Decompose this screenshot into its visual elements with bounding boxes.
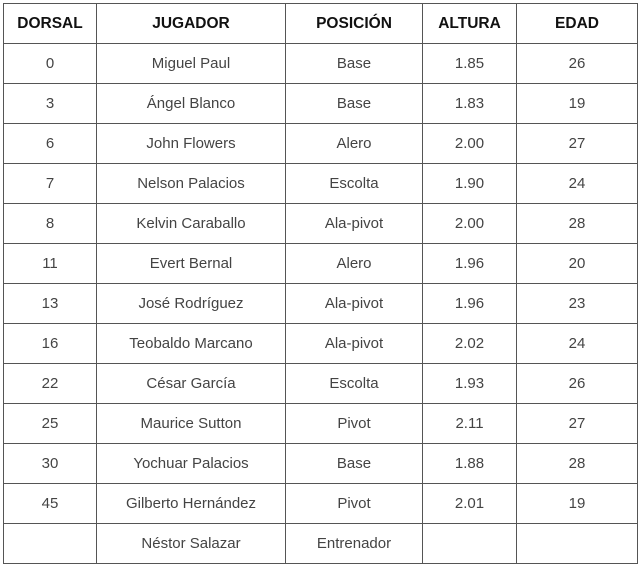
cell-jugador: Maurice Sutton	[96, 403, 286, 444]
cell-edad: 19	[516, 483, 638, 524]
table-row: Néstor Salazar Entrenador	[3, 523, 638, 564]
cell-edad: 24	[516, 323, 638, 364]
table-row: 25 Maurice Sutton Pivot 2.11 27	[3, 403, 638, 444]
cell-posicion: Base	[285, 43, 423, 84]
table-row: 13 José Rodríguez Ala-pivot 1.96 23	[3, 283, 638, 324]
cell-altura: 1.96	[422, 283, 517, 324]
cell-posicion: Entrenador	[285, 523, 423, 564]
cell-posicion: Alero	[285, 243, 423, 284]
cell-altura: 2.00	[422, 203, 517, 244]
cell-posicion: Base	[285, 443, 423, 484]
cell-edad: 28	[516, 443, 638, 484]
cell-dorsal: 3	[3, 83, 97, 124]
cell-edad: 28	[516, 203, 638, 244]
cell-altura: 2.11	[422, 403, 517, 444]
cell-edad: 20	[516, 243, 638, 284]
table-row: 22 César García Escolta 1.93 26	[3, 363, 638, 404]
cell-posicion: Escolta	[285, 163, 423, 204]
cell-dorsal	[3, 523, 97, 564]
cell-posicion: Ala-pivot	[285, 283, 423, 324]
table-row: 8 Kelvin Caraballo Ala-pivot 2.00 28	[3, 203, 638, 244]
cell-jugador: Gilberto Hernández	[96, 483, 286, 524]
cell-altura: 2.02	[422, 323, 517, 364]
cell-dorsal: 0	[3, 43, 97, 84]
cell-altura: 1.83	[422, 83, 517, 124]
cell-dorsal: 13	[3, 283, 97, 324]
table-row: 45 Gilberto Hernández Pivot 2.01 19	[3, 483, 638, 524]
cell-jugador: John Flowers	[96, 123, 286, 164]
cell-altura: 1.85	[422, 43, 517, 84]
roster-table: DORSAL JUGADOR POSICIÓN ALTURA EDAD 0 Mig…	[3, 3, 638, 564]
cell-edad: 23	[516, 283, 638, 324]
cell-altura	[422, 523, 517, 564]
cell-jugador: César García	[96, 363, 286, 404]
table-row: 16 Teobaldo Marcano Ala-pivot 2.02 24	[3, 323, 638, 364]
cell-dorsal: 22	[3, 363, 97, 404]
cell-posicion: Pivot	[285, 403, 423, 444]
cell-posicion: Alero	[285, 123, 423, 164]
cell-dorsal: 45	[3, 483, 97, 524]
cell-jugador: José Rodríguez	[96, 283, 286, 324]
cell-edad: 27	[516, 403, 638, 444]
cell-jugador: Miguel Paul	[96, 43, 286, 84]
table-row: 3 Ángel Blanco Base 1.83 19	[3, 83, 638, 124]
cell-altura: 2.01	[422, 483, 517, 524]
cell-edad	[516, 523, 638, 564]
cell-altura: 1.93	[422, 363, 517, 404]
cell-dorsal: 7	[3, 163, 97, 204]
cell-jugador: Ángel Blanco	[96, 83, 286, 124]
header-altura: ALTURA	[422, 3, 517, 44]
cell-posicion: Ala-pivot	[285, 203, 423, 244]
cell-edad: 27	[516, 123, 638, 164]
cell-dorsal: 16	[3, 323, 97, 364]
cell-posicion: Base	[285, 83, 423, 124]
header-jugador: JUGADOR	[96, 3, 286, 44]
cell-dorsal: 25	[3, 403, 97, 444]
cell-posicion: Escolta	[285, 363, 423, 404]
cell-jugador: Néstor Salazar	[96, 523, 286, 564]
cell-posicion: Pivot	[285, 483, 423, 524]
header-posicion: POSICIÓN	[285, 3, 423, 44]
table-row: 7 Nelson Palacios Escolta 1.90 24	[3, 163, 638, 204]
cell-altura: 1.96	[422, 243, 517, 284]
cell-dorsal: 8	[3, 203, 97, 244]
cell-dorsal: 30	[3, 443, 97, 484]
header-row: DORSAL JUGADOR POSICIÓN ALTURA EDAD	[3, 3, 638, 44]
cell-edad: 19	[516, 83, 638, 124]
cell-altura: 1.88	[422, 443, 517, 484]
cell-jugador: Evert Bernal	[96, 243, 286, 284]
cell-jugador: Nelson Palacios	[96, 163, 286, 204]
table-row: 11 Evert Bernal Alero 1.96 20	[3, 243, 638, 284]
table-row: 0 Miguel Paul Base 1.85 26	[3, 43, 638, 84]
cell-altura: 2.00	[422, 123, 517, 164]
cell-edad: 24	[516, 163, 638, 204]
header-dorsal: DORSAL	[3, 3, 97, 44]
cell-dorsal: 11	[3, 243, 97, 284]
cell-posicion: Ala-pivot	[285, 323, 423, 364]
cell-jugador: Yochuar Palacios	[96, 443, 286, 484]
cell-jugador: Kelvin Caraballo	[96, 203, 286, 244]
cell-edad: 26	[516, 363, 638, 404]
cell-edad: 26	[516, 43, 638, 84]
header-edad: EDAD	[516, 3, 638, 44]
cell-altura: 1.90	[422, 163, 517, 204]
cell-dorsal: 6	[3, 123, 97, 164]
cell-jugador: Teobaldo Marcano	[96, 323, 286, 364]
table-row: 6 John Flowers Alero 2.00 27	[3, 123, 638, 164]
table-row: 30 Yochuar Palacios Base 1.88 28	[3, 443, 638, 484]
